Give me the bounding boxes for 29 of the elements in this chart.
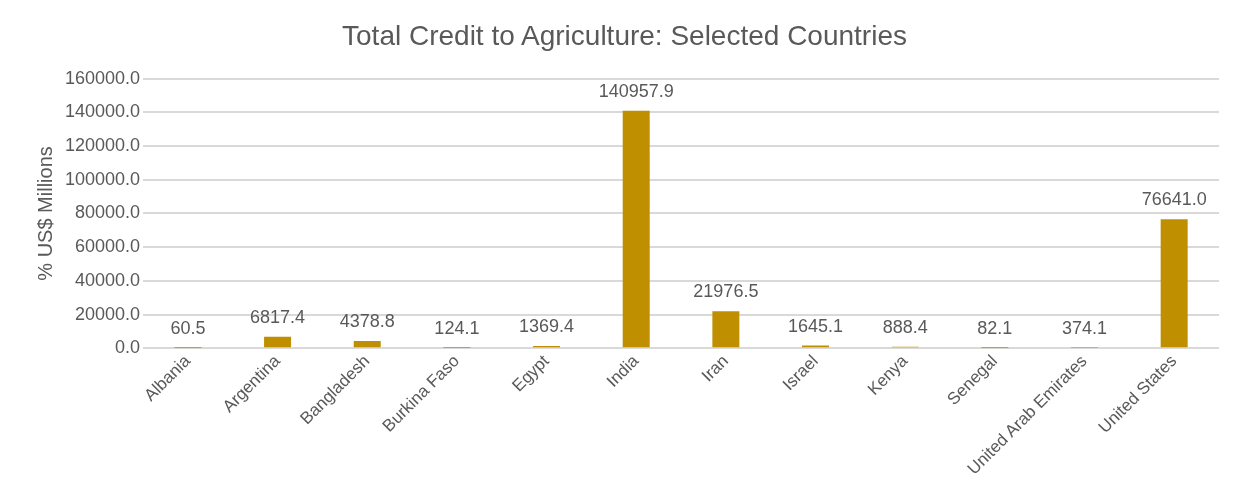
- data-label: 124.1: [434, 318, 480, 339]
- chart-title: Total Credit to Agriculture: Selected Countries: [342, 19, 907, 51]
- y-tick-label: 60000.0: [75, 236, 141, 257]
- y-axis-title: % US$ Millions: [33, 146, 56, 281]
- bar: [712, 311, 740, 348]
- bar: [1160, 219, 1188, 348]
- y-tick-label: 40000.0: [75, 269, 141, 290]
- y-tick-label: 0.0: [115, 337, 141, 358]
- data-label: 1645.1: [788, 315, 844, 336]
- y-tick-label: 140000.0: [65, 101, 141, 122]
- data-label: 1369.4: [519, 315, 575, 336]
- y-tick-label: 120000.0: [65, 135, 141, 155]
- data-label: 21976.5: [693, 281, 759, 302]
- y-tick-label: 100000.0: [65, 168, 141, 189]
- x-tick-label: Iran: [697, 351, 733, 386]
- data-label: 76641.0: [1141, 189, 1207, 210]
- data-label: 140957.9: [598, 80, 674, 101]
- bar: [622, 110, 650, 348]
- data-label: 6817.4: [250, 306, 306, 327]
- bar: [353, 340, 381, 348]
- data-label: 60.5: [170, 318, 206, 339]
- data-label: 4378.8: [339, 310, 395, 331]
- bar: [264, 336, 292, 348]
- data-label: 888.4: [882, 316, 928, 337]
- data-label: 374.1: [1061, 317, 1108, 338]
- data-label: 82.1: [977, 318, 1013, 339]
- y-tick-label: 20000.0: [75, 303, 141, 324]
- y-tick-label: 160000.0: [65, 67, 141, 88]
- y-tick-label: 80000.0: [75, 202, 141, 223]
